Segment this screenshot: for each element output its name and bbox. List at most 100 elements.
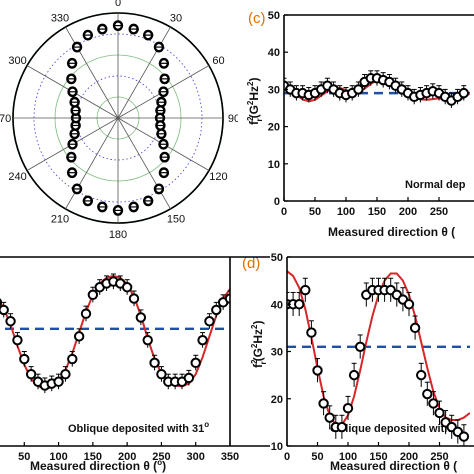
- panel-d-plot: 0 50 100 150 200 250 10 20 30 40 50: [271, 252, 474, 463]
- panel-d-point: [355, 341, 366, 352]
- polar-angle-label: 330: [51, 13, 69, 25]
- panel-bl-point: [80, 308, 92, 319]
- panel-d-point: [294, 299, 305, 310]
- panel-c-ylabel-g-sup: 2: [246, 100, 255, 105]
- panel-d-point: [403, 299, 415, 310]
- panel-d-tag: (d): [242, 255, 260, 272]
- svg-text:f2r(G2Hz2): f2r(G2Hz2): [246, 78, 264, 126]
- panel-bl-xtick-label: 150: [84, 451, 102, 463]
- panel-d-point: [342, 403, 354, 414]
- panel-bl-xtick-label: 200: [118, 451, 136, 463]
- panel-bl-point: [53, 376, 64, 387]
- panel-d-xlabel: Measured direction θ (: [330, 459, 457, 473]
- panel-bl-point: [183, 372, 195, 384]
- panel-bl-point: [0, 298, 3, 307]
- panel-bl-annotation: Oblique deposited with 31o: [68, 420, 209, 435]
- panel-bl-point: [12, 334, 23, 346]
- panel-bl-point: [156, 368, 167, 380]
- panel-d-xtick-label: 250: [430, 451, 448, 463]
- panel-d-xtick-label: 100: [339, 451, 357, 463]
- panel-bl-point: [190, 357, 201, 369]
- panel-d-data-area: [287, 270, 470, 446]
- panel-d-ytick-label: 30: [271, 347, 283, 359]
- panel-d-xtick-label: 150: [369, 451, 387, 463]
- panel-d-point: [434, 407, 445, 419]
- polar-angle-label: 120: [209, 171, 227, 183]
- panel-c-xtick-label: 200: [399, 206, 417, 218]
- panel-bl-point: [121, 282, 133, 293]
- polar-angle-label: 30: [170, 13, 182, 25]
- panel-bl-point: [73, 331, 85, 342]
- panel-d-point: [312, 365, 323, 376]
- panel-d-ylabel-sub: r: [259, 361, 268, 364]
- panel-d-point: [348, 369, 360, 381]
- polar-angle-label: 270: [0, 113, 11, 125]
- panel-c-ytick-label: 40: [268, 47, 280, 59]
- panel-bl-annotation-sup: o: [204, 420, 209, 429]
- polar-spoke: [65, 26, 119, 119]
- panel-c-ytick-label: 20: [268, 122, 280, 134]
- polar-angle-label: 150: [167, 213, 185, 225]
- panel-c-ytick-label: 0: [274, 196, 280, 208]
- panel-c-ytick-label: 10: [268, 159, 280, 171]
- panel-d-ylabel-g-sup: 2: [250, 343, 259, 348]
- panel-bl-point: [19, 353, 30, 365]
- polar-angle-label: 60: [212, 55, 224, 67]
- panel-bl-annotation-text: Oblique deposited with 31: [68, 423, 204, 435]
- panel-bl-point: [149, 357, 160, 369]
- panel-bl-point: [5, 316, 16, 327]
- panel-c-ylabel-sup: 2: [246, 116, 255, 121]
- panel-d-ytick-label: 40: [271, 299, 283, 311]
- panel-c-ytick-label: 30: [268, 84, 280, 96]
- panel-d-point: [300, 284, 311, 296]
- panel-c-tag: (c): [248, 10, 266, 27]
- panel-c-xlabel: Measured direction θ (: [328, 225, 455, 239]
- panel-c-ylabel-close: ): [247, 78, 261, 82]
- panel-d-point: [428, 398, 439, 409]
- panel-d-xtick-label: 0: [284, 451, 290, 463]
- panel-c-plot: 0 50 100 150 200 250 0 10 20 30 40 50: [268, 10, 474, 218]
- panel-d-ylabel-f: f: [251, 363, 265, 368]
- panel-c-point: [458, 87, 469, 99]
- panel-c-xtick-label: 100: [337, 206, 355, 218]
- panel-d-xtick-label: 50: [311, 451, 323, 463]
- panel-bottom-left: Oblique deposited with 31o Measured dire…: [30, 420, 209, 473]
- panel-d-point: [458, 431, 470, 442]
- panel-d-point: [409, 322, 421, 334]
- panel-bl-point: [197, 334, 208, 346]
- panel-d: (d) Oblique deposited with Measured dire…: [242, 255, 457, 473]
- panel-c-ylabel-hz: Hz: [247, 86, 261, 101]
- panel-bl-point: [135, 312, 147, 323]
- panel-bl-point: [224, 293, 230, 304]
- panel-bl-xlabel-sup: o: [157, 458, 162, 467]
- panel-d-point: [306, 327, 317, 338]
- panel-c-data-area: [284, 70, 470, 108]
- panel-d-point: [324, 412, 335, 423]
- polar-spoke: [65, 117, 119, 210]
- panel-d-point: [336, 421, 348, 433]
- panel-d-annotation: Oblique deposited with: [330, 423, 451, 435]
- panel-d-ylabel-sup: 2: [250, 359, 259, 364]
- panel-d-ytick-label: 50: [271, 252, 283, 264]
- panel-c-ylabel-f: f: [247, 120, 261, 125]
- panel-bl-xtick-label: 350: [221, 451, 239, 463]
- panel-bl-point: [142, 334, 153, 346]
- svg-text:f2r(G2Hz2): f2r(G2Hz2): [250, 321, 268, 369]
- panel-bl-xlabel-close: ): [162, 459, 166, 473]
- polar-angle-label: 180: [109, 229, 127, 241]
- panel-bl-point: [25, 368, 37, 380]
- panel-d-xtick-label: 200: [400, 451, 418, 463]
- panel-c-xtick-label: 150: [368, 206, 386, 218]
- panel-c-xtick-label: 0: [281, 206, 287, 218]
- panel-bl-xtick-label: 100: [49, 451, 67, 463]
- panel-bl-xlabel-text: Measured direction θ (: [30, 459, 157, 473]
- panel-bl-data-area: [0, 273, 230, 394]
- panel-c-ylabel-g: (G: [247, 105, 261, 118]
- panel-d-ylabel-close: ): [251, 321, 265, 325]
- panel-bl-point: [87, 289, 99, 300]
- panel-c-point: [353, 84, 364, 95]
- panel-c: (c) Normal dep Measured direction θ ( f2…: [246, 10, 466, 239]
